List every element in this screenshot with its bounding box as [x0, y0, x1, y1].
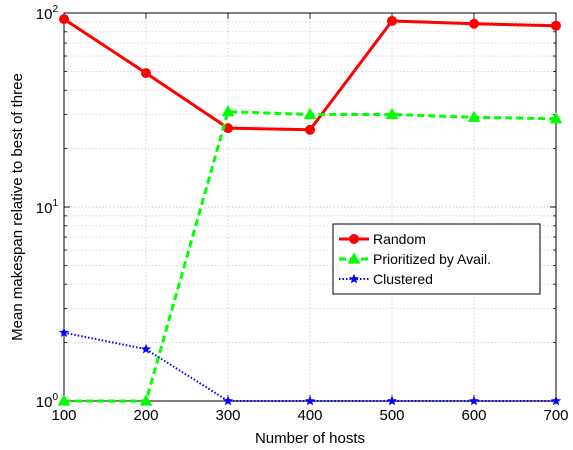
data-point	[551, 20, 561, 31]
series-prioritized-by-avail	[57, 105, 563, 406]
legend-marker	[348, 273, 360, 284]
x-tick-label: 100	[51, 407, 76, 424]
x-axis-label: Number of hosts	[255, 430, 365, 447]
data-point	[57, 394, 71, 406]
data-point	[468, 395, 480, 406]
data-point	[550, 395, 562, 406]
y-axis-label: Mean makespan relative to best of three	[9, 73, 26, 341]
data-point	[58, 327, 70, 337]
data-point	[139, 394, 153, 406]
legend-marker	[349, 234, 359, 244]
data-point	[467, 110, 481, 122]
y-tick-label: 102	[36, 4, 59, 23]
legend-marker	[347, 252, 361, 264]
x-tick-label: 700	[543, 407, 568, 424]
y-tick-label: 100	[36, 392, 59, 411]
data-point	[221, 105, 235, 117]
legend-label: Clustered	[373, 271, 433, 287]
data-point	[141, 68, 151, 79]
legend-label: Prioritized by Avail.	[373, 251, 491, 267]
data-point	[59, 14, 69, 25]
data-point	[385, 107, 399, 120]
data-point	[386, 395, 398, 406]
x-tick-label: 600	[461, 407, 486, 424]
data-point	[387, 15, 397, 26]
x-tick-label: 200	[133, 407, 158, 424]
x-tick-label: 400	[297, 407, 322, 424]
data-point	[303, 107, 317, 120]
series-clustered	[58, 327, 562, 406]
legend: Random Prioritized by Avail. Clustered	[332, 223, 541, 295]
series-random	[59, 14, 561, 135]
legend-label: Random	[373, 231, 426, 247]
data-point	[222, 395, 234, 406]
x-tick-label: 300	[215, 407, 240, 424]
data-point	[305, 124, 315, 135]
data-point	[469, 18, 479, 29]
x-tick-label: 500	[379, 407, 404, 424]
data-point	[304, 395, 316, 406]
data-point	[140, 343, 152, 354]
y-tick-label: 101	[36, 198, 59, 217]
data-point	[549, 112, 563, 124]
